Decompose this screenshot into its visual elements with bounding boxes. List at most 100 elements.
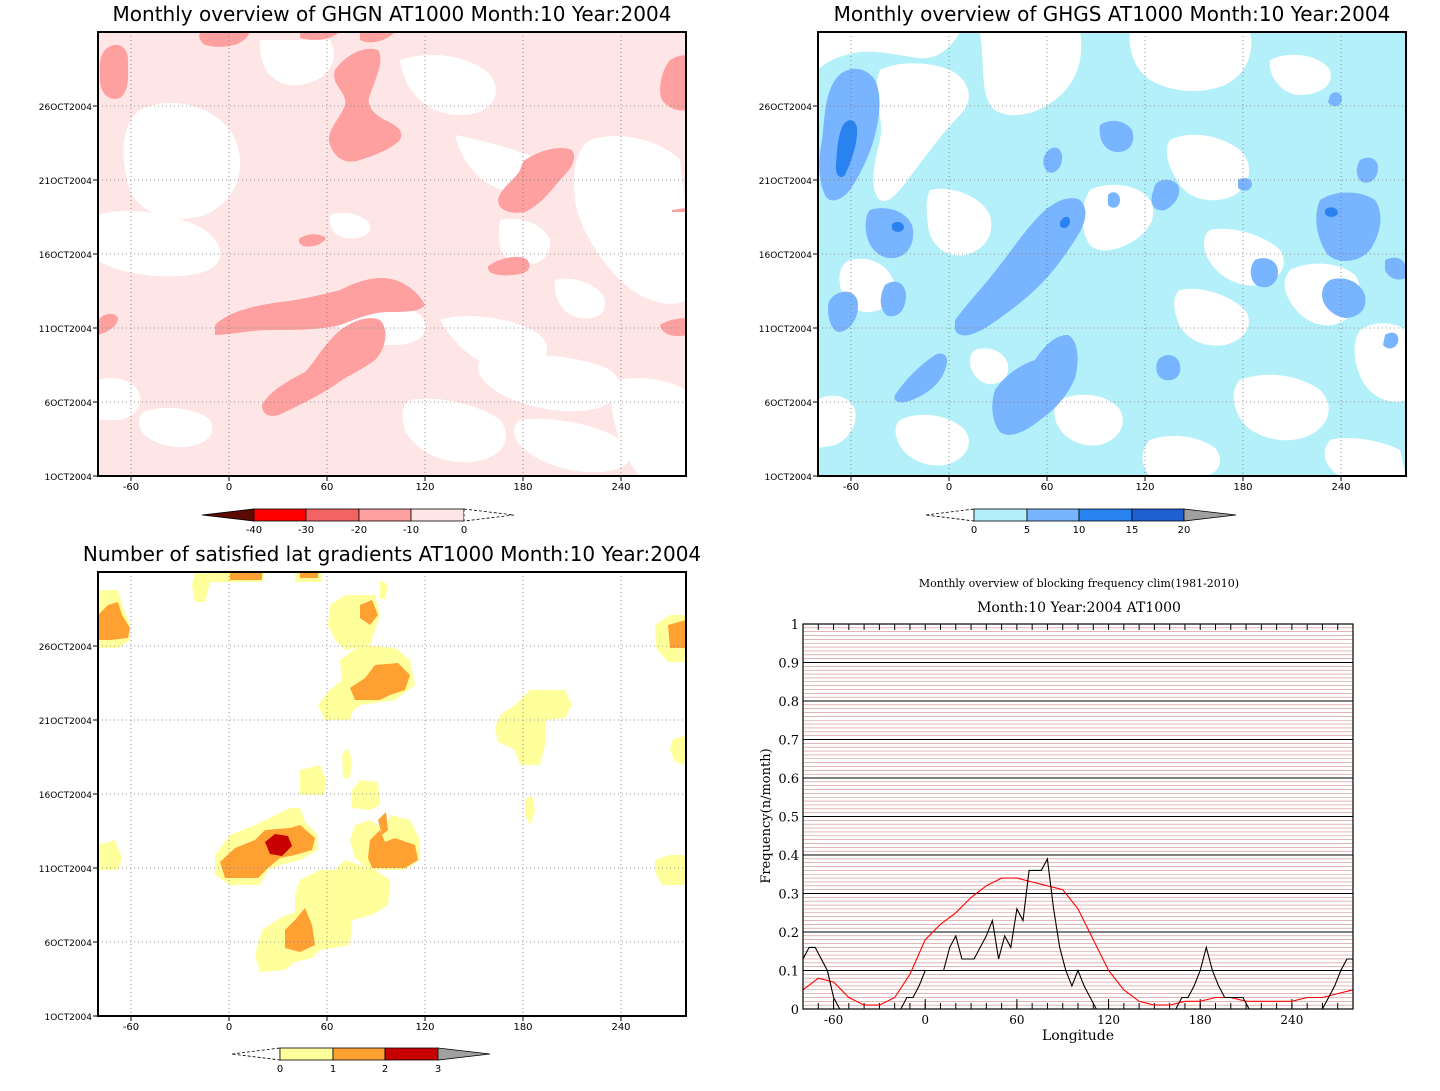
y-tick-label: 11OCT2004 — [39, 865, 92, 875]
x-tick-label: -60 — [123, 482, 139, 493]
y-tick-label: 26OCT2004 — [39, 103, 92, 113]
colorbar-label: 3 — [435, 1064, 441, 1075]
x-tick-label: 60 — [1041, 482, 1054, 493]
y-tick-label: 16OCT2004 — [39, 251, 92, 261]
y-tick-label: 6OCT2004 — [45, 939, 93, 949]
colorbar-label: -30 — [298, 525, 314, 536]
x-tick-label: 120 — [415, 1022, 434, 1033]
colorbar-label: 1 — [330, 1064, 336, 1075]
ghgs-title: Monthly overview of GHGS AT1000 Month:10… — [834, 2, 1391, 26]
ghgs-ticks — [813, 105, 1342, 481]
x-tick-label: 0 — [226, 482, 232, 493]
freq-subtitle: Month:10 Year:2004 AT1000 — [977, 600, 1181, 616]
freq-panel: Monthly overview of blocking frequency c… — [759, 577, 1354, 1044]
ghgs-y-tick-labels: 1OCT2004 6OCT2004 11OCT2004 16OCT2004 21… — [759, 103, 813, 483]
colorbar-label: 0 — [461, 525, 467, 536]
y-tick-label: 26OCT2004 — [759, 103, 812, 113]
y-tick-label: 11OCT2004 — [39, 325, 92, 335]
lat-x-tick-labels: -60 0 60 120 180 240 — [123, 1022, 631, 1033]
y-tick-label: 16OCT2004 — [39, 791, 92, 801]
ghgn-x-tick-labels: -60 0 60 120 180 240 — [123, 482, 631, 493]
ghgn-colorbar: -40 -30 -20 -10 0 — [201, 508, 515, 536]
freq-title: Monthly overview of blocking frequency c… — [919, 577, 1239, 590]
x-tick-label: 60 — [321, 482, 334, 493]
obs-series-line — [802, 857, 1353, 1010]
colorbar-label: 15 — [1126, 525, 1139, 536]
x-tick-label: 0 — [921, 1013, 929, 1027]
freq-y-axis-label: Frequency(n/month) — [759, 748, 774, 883]
y-tick-label: 1OCT2004 — [45, 473, 93, 483]
freq-lines — [802, 857, 1354, 1010]
x-tick-label: 120 — [415, 482, 434, 493]
ghgs-x-tick-labels: -60 0 60 120 180 240 — [843, 482, 1351, 493]
x-tick-label: 180 — [513, 1022, 532, 1033]
lat-ticks — [93, 645, 622, 1021]
y-tick-label: 16OCT2004 — [759, 251, 812, 261]
colorbar-label: -20 — [351, 525, 367, 536]
x-tick-label: -60 — [824, 1013, 843, 1027]
x-tick-label: -60 — [843, 482, 859, 493]
ghgn-ticks — [93, 105, 622, 481]
y-tick-label: 0.6 — [778, 772, 799, 787]
freq-frame — [802, 623, 1354, 1010]
freq-minor-grid — [803, 627, 1353, 1006]
y-tick-label: 6OCT2004 — [765, 399, 813, 409]
x-tick-label: -60 — [123, 1022, 139, 1033]
x-tick-label: 180 — [1189, 1013, 1212, 1027]
y-tick-label: 1OCT2004 — [765, 473, 813, 483]
x-tick-label: 120 — [1097, 1013, 1120, 1027]
ghgs-contours — [818, 32, 1406, 476]
y-tick-label: 21OCT2004 — [39, 717, 92, 727]
colorbar-label: 2 — [382, 1064, 388, 1075]
y-tick-label: 1 — [791, 618, 799, 633]
x-tick-label: 0 — [946, 482, 952, 493]
x-tick-label: 60 — [321, 1022, 334, 1033]
y-tick-label: 11OCT2004 — [759, 325, 812, 335]
y-tick-label: 0.9 — [778, 657, 799, 672]
y-tick-label: 21OCT2004 — [39, 177, 92, 187]
ghgn-title: Monthly overview of GHGN AT1000 Month:10… — [113, 2, 672, 26]
colorbar-label: 20 — [1178, 525, 1191, 536]
ghgn-panel: Monthly overview of GHGN AT1000 Month:10… — [39, 2, 687, 536]
y-tick-label: 0.4 — [778, 849, 799, 864]
ghgn-y-tick-labels: 1OCT2004 6OCT2004 11OCT2004 16OCT2004 21… — [39, 103, 93, 483]
colorbar-label: 5 — [1024, 525, 1030, 536]
x-tick-label: 240 — [1280, 1013, 1303, 1027]
x-tick-label: 0 — [226, 1022, 232, 1033]
y-tick-label: 21OCT2004 — [759, 177, 812, 187]
freq-x-axis-label: Longitude — [1042, 1028, 1114, 1044]
y-tick-label: 0.8 — [778, 695, 799, 710]
y-tick-label: 0.7 — [778, 734, 799, 749]
ghgs-panel: Monthly overview of GHGS AT1000 Month:10… — [759, 2, 1407, 536]
y-tick-label: 0.5 — [778, 811, 799, 826]
y-tick-label: 1OCT2004 — [45, 1013, 93, 1023]
x-tick-label: 180 — [513, 482, 532, 493]
y-tick-label: 0.1 — [778, 965, 799, 980]
lat-contours — [98, 572, 686, 1016]
lat-y-tick-labels: 1OCT2004 6OCT2004 11OCT2004 16OCT2004 21… — [39, 643, 93, 1023]
ghgn-contours — [98, 32, 686, 476]
x-tick-label: 240 — [611, 1022, 630, 1033]
colorbar-label: -40 — [246, 525, 262, 536]
colorbar-label: 0 — [277, 1064, 283, 1075]
ghgs-colorbar: 0 5 10 15 20 — [925, 508, 1237, 536]
lat-panel: Number of satisfied lat gradients AT1000… — [39, 542, 701, 1075]
y-tick-label: 0 — [791, 1003, 799, 1018]
x-tick-label: 240 — [1331, 482, 1350, 493]
lat-colorbar: 0 1 2 3 — [231, 1047, 491, 1075]
colorbar-label: 0 — [971, 525, 977, 536]
x-tick-label: 180 — [1233, 482, 1252, 493]
clim-series-line — [802, 877, 1354, 1006]
y-tick-label: 0.2 — [778, 926, 799, 941]
y-tick-label: 26OCT2004 — [39, 643, 92, 653]
colorbar-label: 10 — [1073, 525, 1086, 536]
x-tick-label: 60 — [1009, 1013, 1024, 1027]
y-tick-label: 0.3 — [778, 888, 799, 903]
y-tick-label: 6OCT2004 — [45, 399, 93, 409]
lat-title: Number of satisfied lat gradients AT1000… — [83, 542, 701, 566]
x-tick-label: 120 — [1135, 482, 1154, 493]
x-tick-label: 240 — [611, 482, 630, 493]
freq-y-ticks: 0 0.1 0.2 0.3 0.4 0.5 0.6 0.7 0.8 0.9 1 — [778, 618, 799, 1018]
colorbar-label: -10 — [403, 525, 419, 536]
